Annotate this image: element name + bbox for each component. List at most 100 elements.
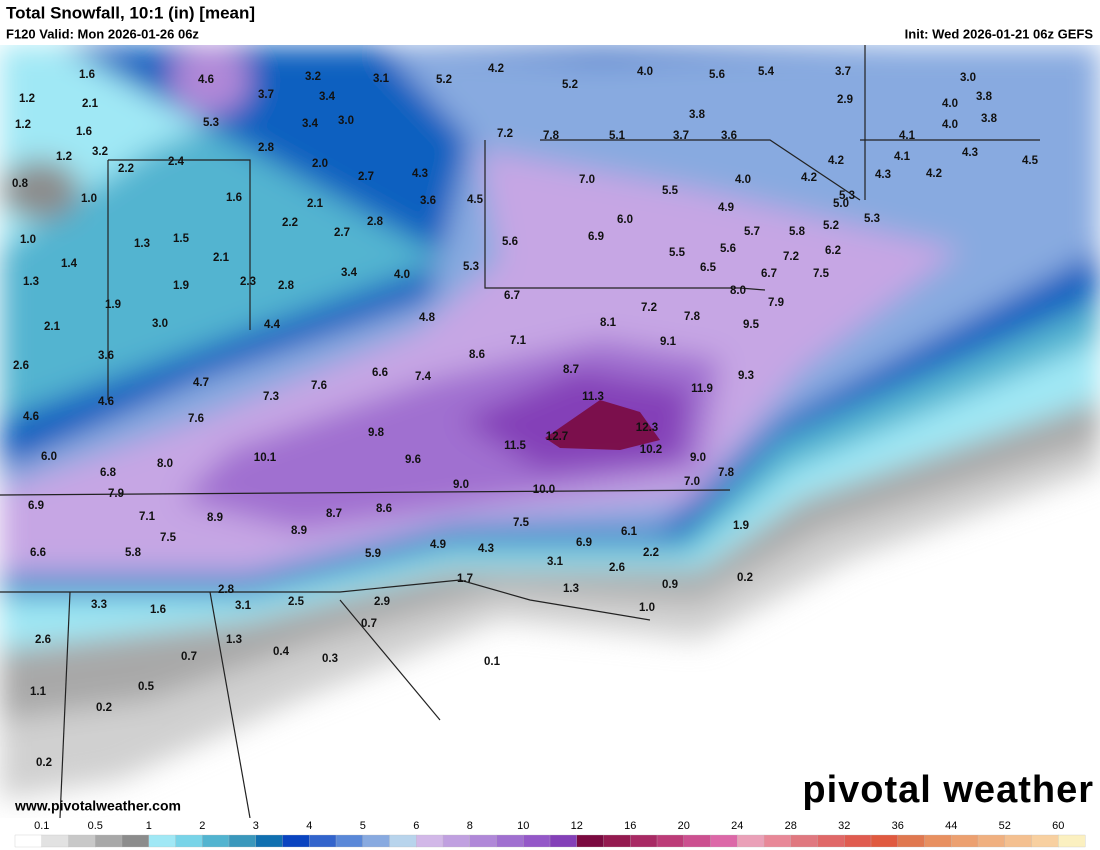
snow-label: 10.1 (254, 452, 277, 464)
snow-label: 3.4 (319, 91, 336, 103)
snow-label: 3.8 (976, 91, 993, 103)
snow-label: 4.3 (478, 543, 494, 555)
legend-tick-label: 44 (945, 820, 957, 832)
legend-swatch (362, 834, 390, 848)
snow-label: 10.2 (640, 444, 662, 456)
snow-label: 9.6 (405, 454, 421, 466)
legend-swatch (389, 834, 417, 848)
legend: 0.1 0.5 1 2 3 4 5 6 8 10 12 16 20 24 28 32 36 44 52 60 (14, 820, 1086, 848)
legend-swatch (549, 834, 578, 848)
snow-label: 2.2 (118, 163, 134, 175)
legend-tick-label: 0.5 (88, 820, 103, 832)
snow-label: 5.8 (125, 547, 142, 559)
snow-label: 6.7 (504, 290, 520, 302)
legend-swatch (870, 834, 899, 848)
legend-swatch (68, 834, 96, 848)
legend-swatch (924, 834, 952, 848)
snow-label: 6.8 (100, 467, 117, 479)
snow-label: 1.5 (173, 233, 190, 245)
snow-label: 4.6 (198, 74, 214, 86)
snow-label: 3.0 (960, 72, 976, 84)
snow-label: 2.5 (288, 596, 305, 608)
legend-swatch (683, 834, 711, 848)
snow-label: 1.6 (226, 192, 242, 204)
snow-label: 11.3 (582, 391, 604, 403)
legend-swatch (175, 834, 203, 848)
snow-label: 0.7 (181, 651, 197, 663)
snow-label: 10.0 (533, 484, 555, 496)
snow-label: 2.6 (609, 562, 625, 574)
legend-swatch (763, 834, 792, 848)
legend-tick-label: 3 (253, 820, 259, 832)
snow-label: 4.2 (926, 168, 942, 180)
legend-swatch (14, 834, 43, 848)
snow-label: 5.0 (833, 198, 849, 210)
legend-tick-label: 60 (1052, 820, 1064, 832)
snow-label: 3.1 (547, 556, 564, 568)
legend-swatch (255, 834, 283, 848)
snow-label: 6.0 (41, 451, 57, 463)
snow-label: 3.8 (689, 109, 706, 121)
snow-label: 2.1 (82, 98, 99, 110)
snow-label: 6.6 (30, 547, 46, 559)
snow-label: 6.1 (621, 526, 638, 538)
snow-label: 4.9 (430, 539, 446, 551)
snow-label: 6.5 (700, 262, 717, 274)
snow-label: 1.2 (15, 119, 31, 131)
snow-label: 4.0 (735, 174, 751, 186)
snow-label: 7.8 (543, 130, 560, 142)
legend-tick-label: 24 (731, 820, 743, 832)
snow-label: 5.7 (744, 226, 760, 238)
snow-label: 3.6 (721, 130, 737, 142)
snow-label: 8.6 (376, 503, 392, 515)
snow-label: 6.6 (372, 367, 388, 379)
snow-label: 3.2 (92, 146, 108, 158)
snow-label: 11.9 (691, 383, 713, 395)
snow-label: 7.3 (263, 391, 279, 403)
snow-label: 4.1 (894, 151, 911, 163)
snow-label: 6.2 (825, 245, 841, 257)
snow-label: 2.4 (168, 156, 185, 168)
valid-time: F120 Valid: Mon 2026-01-26 06z (6, 26, 199, 41)
snow-label: 3.3 (91, 599, 107, 611)
legend-swatch (710, 834, 738, 848)
snow-label: 5.6 (709, 69, 725, 81)
snow-label: 7.5 (813, 268, 830, 280)
snow-label: 7.6 (188, 413, 204, 425)
legend-swatch (95, 834, 123, 848)
snow-label: 1.2 (19, 93, 35, 105)
snow-label: 1.3 (226, 634, 242, 646)
legend-tick-label: 20 (678, 820, 690, 832)
snow-label: 0.5 (138, 681, 155, 693)
snow-label: 2.6 (13, 360, 29, 372)
snow-label: 4.0 (637, 66, 653, 78)
snow-label: 12.7 (546, 431, 568, 443)
legend-swatch (469, 834, 497, 848)
legend-swatch (228, 834, 257, 848)
brand-logo: pivotal weather (802, 769, 1094, 811)
snow-label: 5.6 (720, 243, 736, 255)
snow-label: 3.4 (341, 267, 358, 279)
snow-label: 3.2 (305, 71, 321, 83)
legend-tick-label: 32 (838, 820, 850, 832)
legend-swatch (148, 834, 176, 848)
map: 1.6 4.6 3.2 3.1 5.2 4.2 5.2 4.0 5.6 5.4 3.7 3.0 1.2 2… (0, 45, 1100, 818)
snow-label: 2.7 (334, 227, 350, 239)
snow-label: 4.6 (98, 396, 114, 408)
snow-label: 3.6 (98, 350, 114, 362)
snow-label: 0.8 (12, 178, 29, 190)
snow-label: 4.5 (467, 194, 484, 206)
legend-swatch (977, 834, 1006, 848)
legend-swatch (656, 834, 685, 848)
max-core (545, 400, 660, 450)
snow-label: 3.1 (373, 73, 390, 85)
snow-label: 2.1 (44, 321, 61, 333)
snow-label: 5.2 (823, 220, 839, 232)
snow-label: 4.7 (193, 377, 209, 389)
legend-swatch (282, 834, 310, 848)
snow-label: 4.0 (942, 98, 958, 110)
snow-label: 7.2 (641, 302, 657, 314)
snow-label: 0.2 (36, 757, 52, 769)
snow-label: 9.0 (690, 452, 706, 464)
snow-label: 1.9 (733, 520, 749, 532)
